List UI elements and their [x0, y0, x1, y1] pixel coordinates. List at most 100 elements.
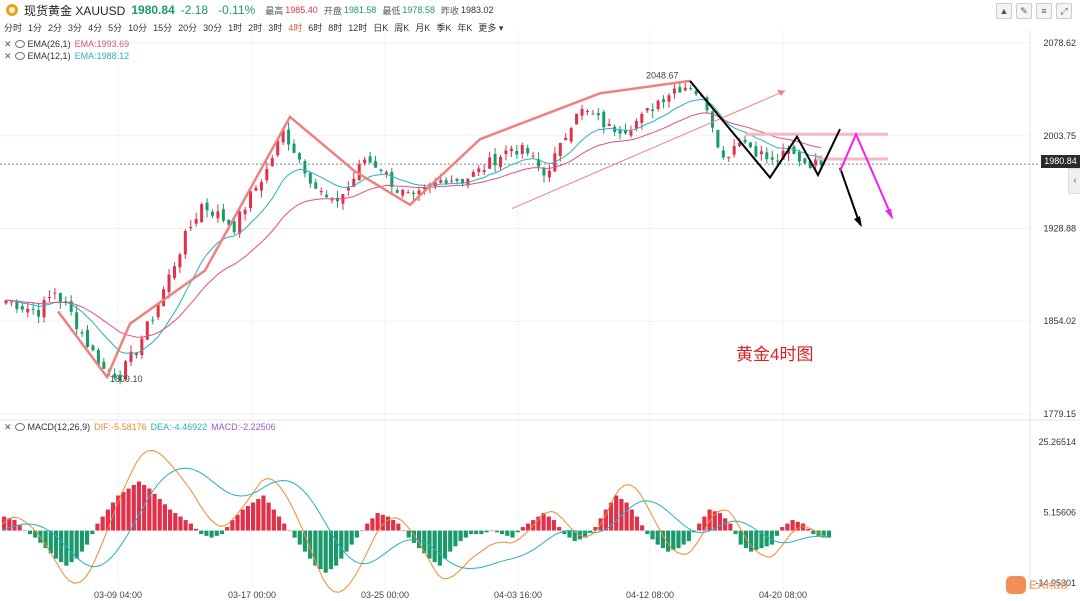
macd-bar	[235, 514, 240, 531]
chart-type-icon[interactable]: ▲	[996, 3, 1012, 19]
candle-body	[303, 161, 307, 174]
fullscreen-icon[interactable]: ⤢	[1056, 3, 1072, 19]
candle-body	[216, 211, 220, 219]
period-16[interactable]: 12时	[348, 22, 368, 33]
macd-bar	[541, 513, 546, 531]
macd-bar	[261, 495, 266, 531]
zigzag-line	[56, 79, 691, 380]
eye-icon[interactable]	[14, 52, 25, 60]
period-4[interactable]: 4分	[88, 22, 103, 33]
period-0[interactable]: 分时	[4, 22, 23, 33]
macd-bar	[401, 530, 406, 532]
candle-body	[814, 159, 818, 166]
macd-dea: DEA:-4.46922	[150, 422, 208, 432]
candle-body	[488, 157, 492, 169]
period-22[interactable]: 更多 ▾	[478, 22, 504, 33]
macd-bar	[105, 509, 110, 531]
y-tick-label: 2078.62	[1043, 38, 1076, 48]
candle-body	[26, 308, 30, 313]
candle-body	[515, 151, 519, 155]
period-8[interactable]: 20分	[178, 22, 198, 33]
period-18[interactable]: 周K	[394, 22, 410, 33]
black-arrow-line	[839, 167, 861, 225]
period-20[interactable]: 季K	[436, 22, 452, 33]
candle-body	[596, 113, 600, 116]
macd-bar	[723, 518, 728, 531]
period-7[interactable]: 15分	[153, 22, 173, 33]
candle-body	[308, 173, 312, 184]
period-11[interactable]: 2时	[248, 22, 263, 33]
grid-lines	[0, 30, 1080, 590]
macd-value: MACD:-2.22506	[211, 422, 276, 432]
candle-body	[754, 146, 758, 157]
macd-bar	[209, 530, 214, 538]
draw-tool-icon[interactable]: ✎	[1016, 3, 1032, 19]
macd-bar	[147, 488, 152, 531]
candle-body	[776, 160, 780, 162]
period-9[interactable]: 30分	[203, 22, 223, 33]
candle-body	[292, 143, 296, 153]
period-10[interactable]: 1时	[228, 22, 243, 33]
macd-bar	[162, 504, 167, 531]
macd-dif: DIF:-5.58176	[94, 422, 147, 432]
period-3[interactable]: 3分	[68, 22, 83, 33]
candle-body	[194, 218, 198, 224]
candle-body	[335, 197, 339, 202]
candle-body	[705, 97, 709, 111]
period-21[interactable]: 年K	[457, 22, 473, 33]
macd-bar	[95, 523, 100, 531]
macd-bar	[359, 530, 365, 532]
macd-bar	[728, 523, 733, 531]
period-selector: 分时 1分 2分 3分 4分 5分 10分 15分 20分 30分 1时 2时 3时 4时 6时 8时 12时日…	[4, 20, 509, 34]
period-6[interactable]: 10分	[128, 22, 148, 33]
chevron-left-icon[interactable]: ‹	[1068, 168, 1080, 194]
macd-name: MACD(12,26,9)	[27, 422, 91, 432]
candle-body	[803, 158, 807, 164]
candle-body	[678, 87, 682, 93]
macd-bar	[614, 495, 619, 531]
macd-bar	[474, 530, 479, 535]
macd-bar	[458, 530, 463, 542]
period-19[interactable]: 月K	[415, 22, 431, 33]
candle-body	[727, 157, 731, 159]
eye-icon[interactable]	[14, 423, 25, 431]
candle-body	[482, 170, 486, 173]
macd-bar	[266, 502, 271, 531]
period-13[interactable]: 4时	[288, 22, 303, 33]
close-icon[interactable]: ✕	[4, 50, 12, 61]
close-icon[interactable]: ✕	[4, 38, 12, 49]
close-icon[interactable]: ✕	[4, 421, 12, 432]
period-1[interactable]: 1分	[28, 22, 43, 33]
macd-bar	[313, 530, 318, 566]
macd-bar	[22, 530, 27, 532]
eye-icon[interactable]	[14, 40, 25, 48]
black-wave-line	[689, 80, 841, 180]
period-14[interactable]: 6时	[308, 22, 323, 33]
macd-bar	[240, 509, 245, 531]
settings-icon[interactable]: ≡	[1036, 3, 1052, 19]
period-17[interactable]: 日K	[373, 22, 389, 33]
period-2[interactable]: 2分	[48, 22, 63, 33]
macd-bar	[396, 523, 401, 531]
candle-body	[4, 300, 8, 304]
candle-body	[569, 128, 573, 142]
macd-bar	[219, 530, 225, 535]
ema26-value: EMA:1993.69	[74, 39, 130, 49]
macd-bar	[287, 530, 292, 532]
candle-body	[15, 301, 19, 310]
ema12-name: EMA(12,1)	[27, 51, 71, 61]
period-5[interactable]: 5分	[108, 22, 123, 33]
candle-body	[460, 179, 464, 184]
candle-body	[406, 192, 410, 194]
macd-bar	[292, 530, 297, 538]
candle-body	[526, 148, 530, 154]
candle-body	[270, 158, 274, 167]
period-15[interactable]: 8时	[328, 22, 343, 33]
macd-bar	[417, 530, 422, 549]
candle-body	[748, 142, 752, 148]
candle-body	[31, 308, 35, 310]
macd-bar	[463, 530, 468, 538]
period-12[interactable]: 3时	[268, 22, 283, 33]
fox-logo-icon	[1006, 576, 1026, 594]
